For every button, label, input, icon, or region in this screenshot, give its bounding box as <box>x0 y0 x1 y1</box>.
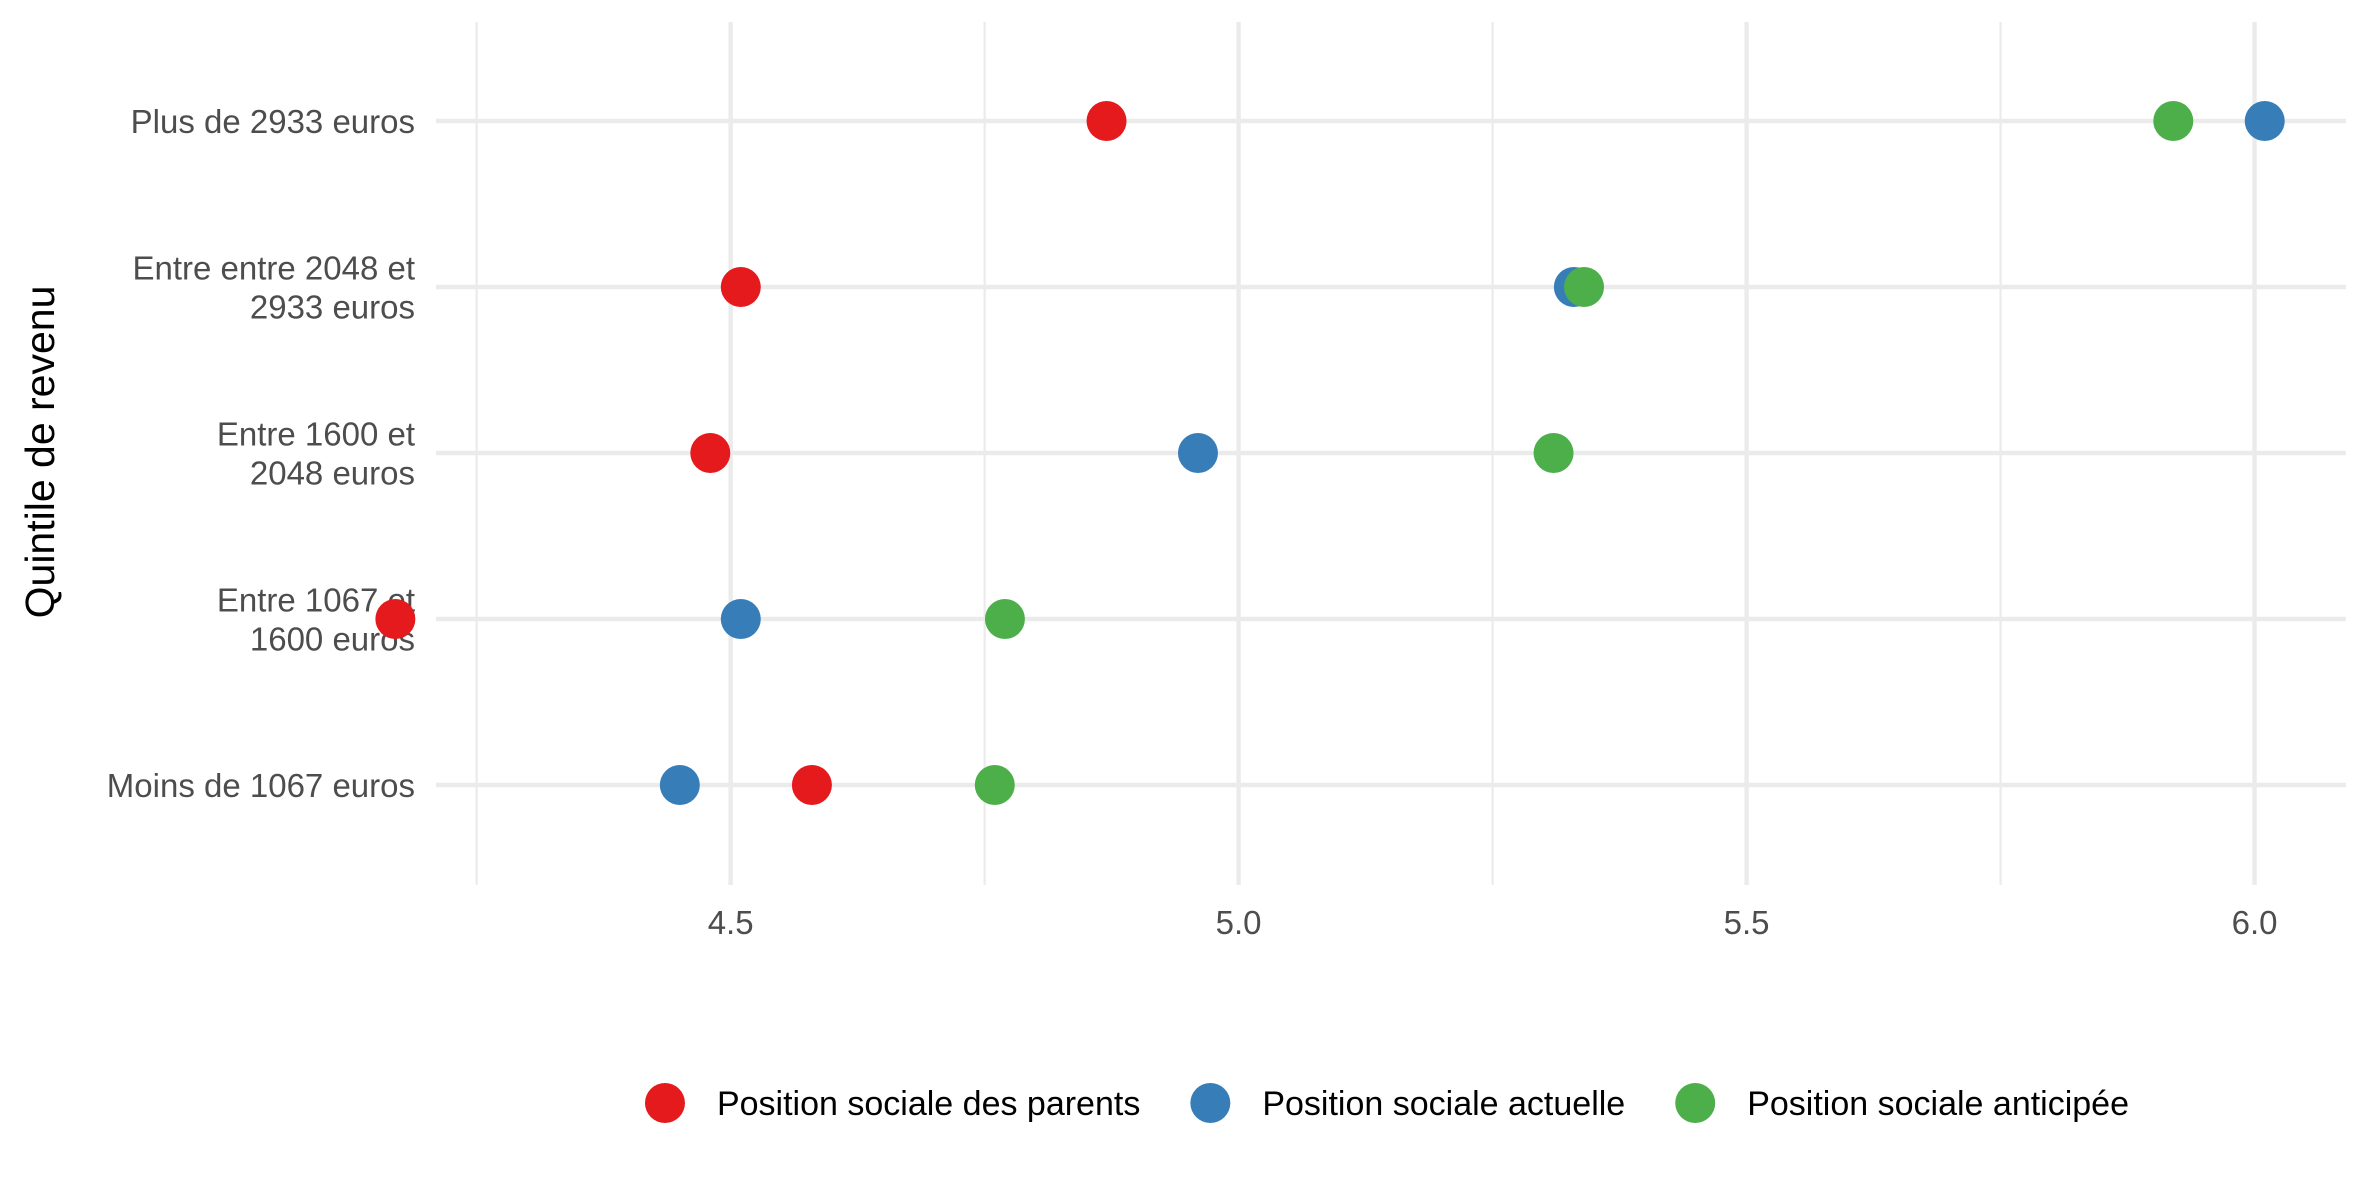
data-point <box>1086 101 1127 141</box>
data-point <box>720 599 761 639</box>
data-point <box>375 599 416 639</box>
data-point <box>690 433 731 473</box>
x-tick-label: 5.5 <box>1724 904 1770 941</box>
data-point <box>791 765 832 805</box>
legend-key <box>1190 1083 1231 1123</box>
data-point <box>2244 101 2285 141</box>
x-axis-tick-labels: 4.5 5.0 5.5 6.0 <box>708 904 2278 941</box>
y-axis-tick-labels: Plus de 2933 euros Entre entre 2048 et 293… <box>107 103 415 804</box>
y-tick-label: Entre 1600 et 2048 euros <box>217 416 415 492</box>
y-tick-label: Plus de 2933 euros <box>131 103 415 140</box>
data-point <box>974 765 1015 805</box>
legend-label: Position sociale des parents <box>717 1085 1140 1123</box>
data-point <box>659 765 700 805</box>
legend-key <box>644 1083 685 1123</box>
y-axis-title: Quintile de revenu <box>17 286 63 619</box>
y-tick-label: Entre entre 2048 et 2933 euros <box>132 250 415 326</box>
data-point <box>1533 433 1574 473</box>
data-points <box>375 101 2285 805</box>
y-tick-label: Moins de 1067 euros <box>107 767 415 804</box>
x-tick-label: 5.0 <box>1216 904 1262 941</box>
data-point <box>1177 433 1218 473</box>
legend-key <box>1675 1083 1716 1123</box>
x-tick-label: 4.5 <box>708 904 754 941</box>
legend-label: Position sociale actuelle <box>1262 1085 1625 1123</box>
x-tick-label: 6.0 <box>2232 904 2278 941</box>
legend: Position sociale des parents Position soc… <box>644 1083 2129 1123</box>
data-point <box>2153 101 2194 141</box>
legend-label: Position sociale anticipée <box>1747 1085 2129 1123</box>
data-point <box>720 267 761 307</box>
data-point <box>984 599 1025 639</box>
data-point <box>1564 267 1605 307</box>
